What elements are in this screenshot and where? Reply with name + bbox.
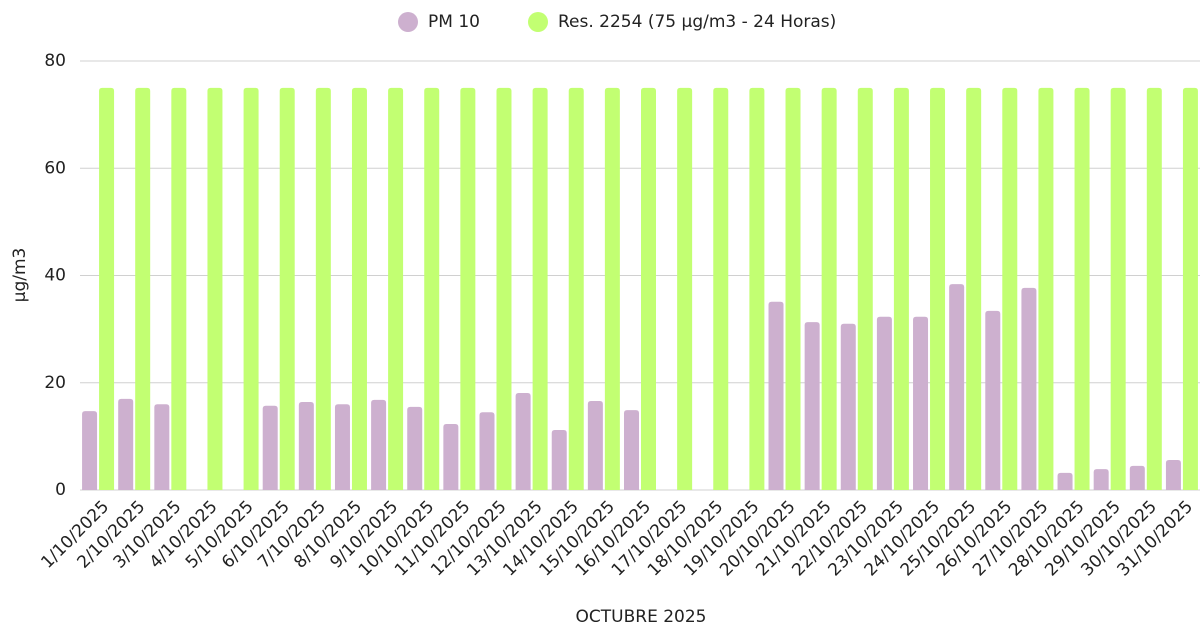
y-tick-label: 20 [44, 373, 66, 393]
bar [893, 87, 909, 490]
bar [604, 87, 620, 490]
bar [243, 87, 259, 490]
bar [262, 405, 278, 490]
bar [840, 323, 856, 490]
bar [82, 411, 98, 490]
bar [371, 399, 387, 490]
bar [443, 424, 459, 490]
bar [171, 87, 187, 490]
bar [135, 87, 151, 490]
bar [1021, 287, 1037, 490]
bar [749, 87, 765, 490]
bar [154, 404, 170, 490]
bar [298, 402, 314, 490]
bar [1093, 469, 1109, 490]
bar [876, 316, 892, 490]
legend-swatch [528, 12, 548, 32]
bar [768, 301, 784, 490]
bar [1129, 465, 1145, 490]
bar [479, 412, 495, 490]
bar [351, 87, 367, 490]
y-tick-label: 0 [55, 480, 66, 500]
bar [857, 87, 873, 490]
bar [913, 316, 929, 490]
bar [821, 87, 837, 490]
y-tick-label: 80 [44, 51, 66, 71]
bar [949, 284, 965, 490]
bar [99, 87, 115, 490]
legend-label: Res. 2254 (75 µg/m3 - 24 Horas) [558, 12, 836, 32]
bar [279, 87, 295, 490]
bar [1057, 472, 1073, 490]
bar [641, 87, 656, 490]
bar [460, 87, 476, 490]
legend-swatch [398, 12, 418, 32]
bar [930, 87, 946, 490]
bar [966, 87, 982, 490]
bar [207, 87, 223, 490]
bar [587, 400, 603, 490]
bar [496, 87, 512, 490]
bar [713, 87, 729, 490]
bar [1165, 459, 1181, 490]
bar [785, 87, 801, 490]
bar [568, 87, 584, 490]
bar [532, 87, 548, 490]
bar [1110, 87, 1126, 490]
bar [677, 87, 693, 490]
bar [515, 392, 531, 490]
bar [407, 406, 423, 490]
bar [804, 322, 820, 490]
legend-label: PM 10 [428, 12, 480, 32]
bar [1074, 87, 1090, 490]
y-axis-title: µg/m3 [10, 248, 30, 303]
bar [624, 410, 639, 490]
bar [315, 87, 331, 490]
bar [424, 87, 440, 490]
y-tick-label: 60 [44, 158, 66, 178]
bar [1002, 87, 1018, 490]
bar [388, 87, 404, 490]
bar [1146, 87, 1162, 490]
bar [985, 310, 1001, 490]
bar [118, 398, 134, 490]
y-tick-label: 40 [44, 266, 66, 286]
bar [334, 404, 350, 490]
bar [1038, 87, 1054, 490]
x-axis-title: OCTUBRE 2025 [576, 607, 707, 627]
bar [1182, 87, 1198, 490]
bar [551, 429, 567, 490]
